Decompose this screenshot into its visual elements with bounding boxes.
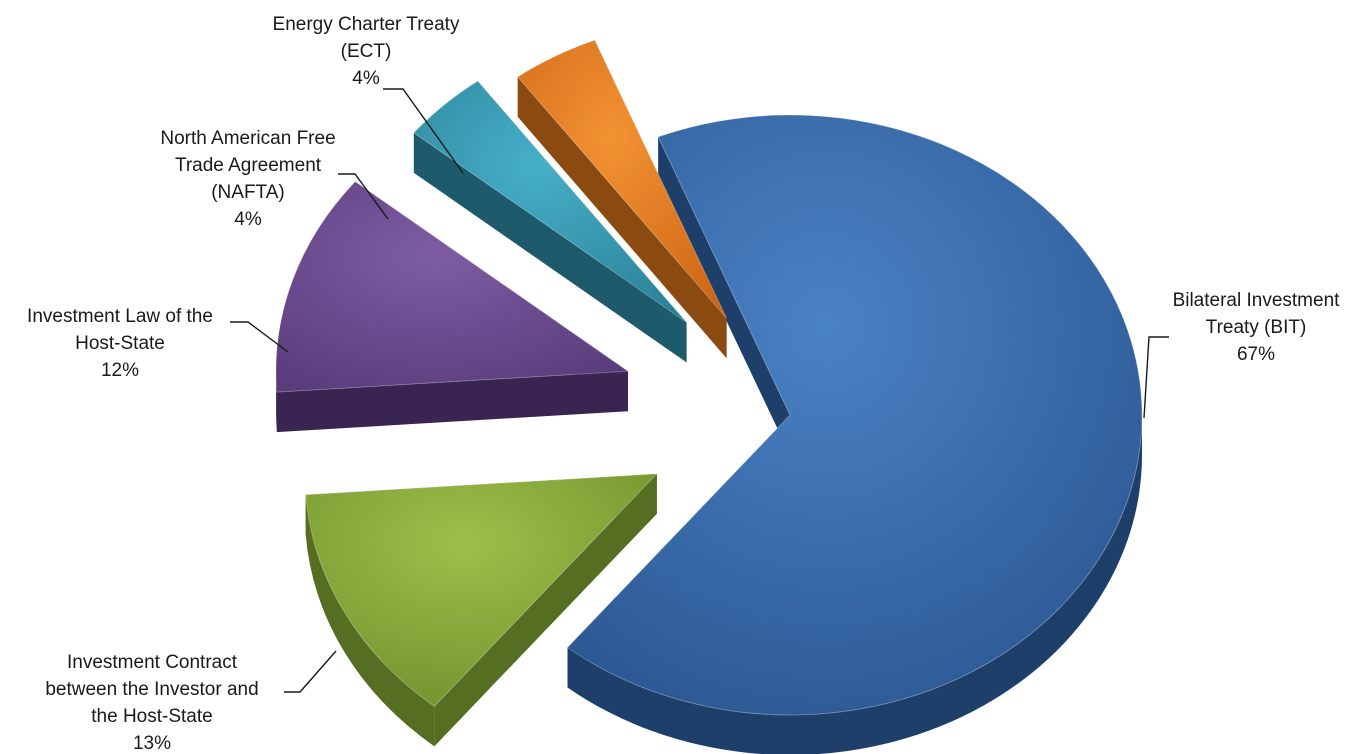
category-label-line: the Host-State: [91, 706, 212, 727]
value-label: 4%: [352, 68, 380, 89]
category-label-line: Trade Agreement: [175, 155, 322, 176]
pie-labels: Bilateral Investment Treaty (BIT) 67% Inves…: [27, 14, 1340, 754]
slice-top: [275, 180, 630, 393]
category-label-line: Bilateral Investment: [1173, 290, 1341, 311]
slice-rim: [567, 415, 1142, 754]
value-label: 12%: [101, 360, 139, 381]
slice-top: [516, 39, 728, 319]
category-label-line: Treaty (BIT): [1206, 317, 1307, 338]
pie-slice-energy-charter-treaty-ect: [516, 39, 728, 359]
slice-rim: [275, 371, 277, 433]
slice-side-start: [434, 473, 657, 747]
slice-rim: [305, 494, 435, 747]
leader-line: [284, 650, 337, 693]
pie-slice-investment-law-of-the-host-state: [275, 180, 630, 433]
pie-label-north-american-free-trade-agreement-nafta: North American Free Trade Agreement (NAFTA…: [160, 128, 389, 230]
pie-slice-north-american-free-trade-agreement-nafta: [413, 80, 687, 363]
pie-slice-bilateral-investment-treaty-bit: [566, 114, 1143, 754]
category-label-line: North American Free: [160, 128, 335, 149]
pie-slices: [275, 39, 1143, 754]
category-label-line: Host-State: [75, 333, 165, 354]
slice-side-start: [658, 136, 790, 455]
category-label-line: between the Investor and: [45, 679, 258, 700]
category-label-line: Energy Charter Treaty: [273, 14, 460, 35]
category-label-line: (ECT): [341, 41, 392, 62]
slice-side-start: [517, 76, 727, 359]
category-label-line: Investment Law of the: [27, 306, 213, 327]
value-label: 13%: [133, 733, 171, 754]
leader-line: [338, 173, 389, 220]
pie-label-investment-law-of-the-host-state: Investment Law of the Host-State 12%: [27, 306, 289, 381]
slice-side-start: [413, 132, 687, 363]
slice-top: [566, 114, 1143, 716]
pie-label-investment-contract-between-the-investor-and-the-host-state: Investment Contract between the Investor …: [45, 650, 337, 754]
value-label: 4%: [234, 209, 262, 230]
category-label-line: (NAFTA): [211, 182, 285, 203]
leader-line: [383, 88, 464, 174]
pie-label-energy-charter-treaty-ect: Energy Charter Treaty (ECT) 4%: [273, 14, 464, 174]
category-label-line: Investment Contract: [67, 652, 238, 673]
pie-slice-investment-contract-between-the-investor-and-the-host-state: [305, 473, 659, 747]
leader-line: [230, 321, 289, 353]
pie-label-bilateral-investment-treaty-bit: Bilateral Investment Treaty (BIT) 67%: [1143, 290, 1341, 419]
slice-top: [305, 473, 659, 707]
slice-top: [413, 80, 687, 323]
leader-line: [1143, 336, 1169, 419]
value-label: 67%: [1237, 344, 1275, 365]
slice-side-start: [276, 371, 628, 433]
